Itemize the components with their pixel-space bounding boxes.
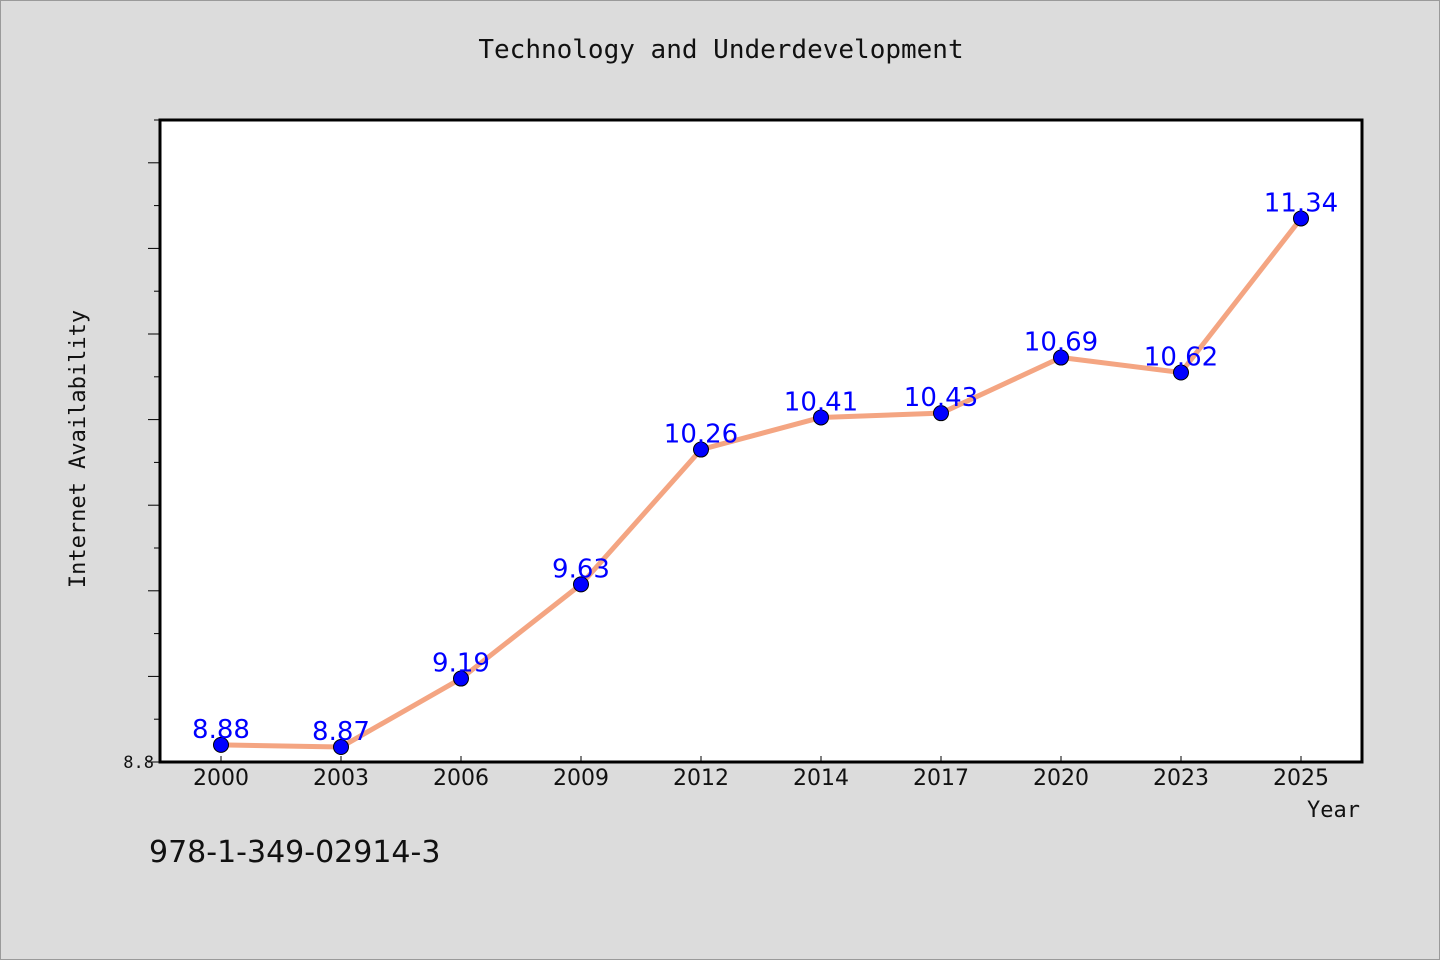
x-tick-label: 2017 (913, 766, 969, 791)
y-axis-label: Internet Availability (66, 310, 91, 588)
data-point (1293, 210, 1309, 227)
x-tick-label: 2006 (433, 766, 489, 791)
data-point (1173, 364, 1189, 381)
data-point (1053, 349, 1069, 366)
data-label: 10.62 (1144, 343, 1218, 373)
data-point (573, 576, 589, 593)
y-tick-label: 8.8 (123, 753, 154, 773)
data-point (213, 736, 229, 753)
x-tick-label: 2000 (193, 766, 249, 791)
x-tick-label: 2020 (1033, 766, 1089, 791)
data-point (453, 670, 469, 687)
x-axis-label: Year (1307, 798, 1360, 823)
x-tick-label: 2009 (553, 766, 609, 791)
plot-area (158, 118, 1364, 764)
data-point (933, 405, 949, 422)
data-label: 9.19 (432, 649, 490, 679)
data-labels: 8.88 8.87 9.19 9.63 10.26 10.41 10.43 10.69 10.6… (192, 188, 1338, 747)
chart-title: Technology and Underdevelopment (478, 35, 964, 65)
x-tick-label: 2014 (793, 766, 849, 791)
data-point (693, 441, 709, 458)
x-tick-label: 2012 (673, 766, 729, 791)
data-label: 8.88 (192, 715, 250, 745)
data-label: 11.34 (1264, 188, 1338, 218)
x-tick-label: 2023 (1153, 766, 1209, 791)
isbn-text: 978-1-349-02914-3 (149, 835, 441, 870)
data-label: 10.41 (784, 387, 858, 417)
data-point (813, 409, 829, 426)
y-axis-ticks: 8.8 (123, 119, 160, 773)
data-label: 10.69 (1024, 328, 1098, 358)
data-label: 9.63 (552, 554, 610, 584)
data-markers (213, 210, 1309, 756)
x-tick-label: 2025 (1273, 766, 1329, 791)
x-axis-ticks: 2000 2003 2006 2009 2012 2014 2017 2020 2023 2025 (193, 756, 1329, 791)
series-line (220, 216, 1303, 750)
series-line-group (220, 216, 1303, 750)
data-point (333, 739, 349, 756)
x-tick-label: 2003 (313, 766, 369, 791)
data-label: 8.87 (312, 717, 370, 747)
data-label: 10.26 (664, 420, 738, 450)
data-label: 10.43 (904, 383, 978, 413)
